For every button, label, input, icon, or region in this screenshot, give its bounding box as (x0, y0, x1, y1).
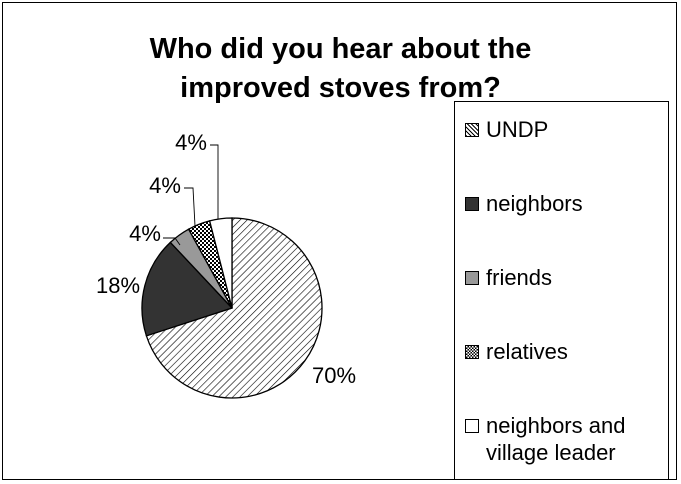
pie-slice-neighbors (141, 241, 234, 337)
legend-label: relatives (486, 339, 568, 364)
data-label-neighbors-and-village-leader: 4% (175, 130, 207, 155)
legend: UNDP neighbors friends relatives neighbo… (454, 101, 669, 480)
label-leaders (163, 144, 219, 246)
chart-title-line-2: improved stoves from? (180, 72, 501, 104)
chart-frame (2, 2, 677, 480)
legend-label: neighbors (486, 191, 583, 216)
legend-swatch-neighbors (465, 197, 479, 211)
pie-slice-undp (145, 217, 323, 399)
legend-swatch-friends (465, 271, 479, 285)
pie-slice-neighbors-and-village-leader (208, 217, 233, 309)
chart-title: Who did you hear about the improved stov… (0, 30, 681, 108)
leader-line (184, 187, 196, 227)
legend-label: neighbors and village leader (486, 413, 626, 465)
data-label-undp: 70% (312, 363, 356, 388)
leader-line (163, 237, 181, 246)
data-label-neighbors: 18% (96, 273, 140, 298)
leader-line (210, 144, 219, 219)
chart-title-line-1: Who did you hear about the (149, 33, 532, 65)
legend-swatch-neighbors-and-village-leader (465, 419, 479, 433)
data-labels: 70% 18% 4% 4% 4% (96, 130, 356, 388)
legend-swatch-undp (465, 123, 479, 137)
data-label-friends: 4% (129, 221, 161, 246)
legend-label: friends (486, 265, 553, 290)
data-label-relatives: 4% (149, 173, 181, 198)
pie-slices (141, 217, 323, 399)
legend-label: UNDP (486, 117, 549, 142)
legend-swatch-relatives (465, 345, 479, 359)
